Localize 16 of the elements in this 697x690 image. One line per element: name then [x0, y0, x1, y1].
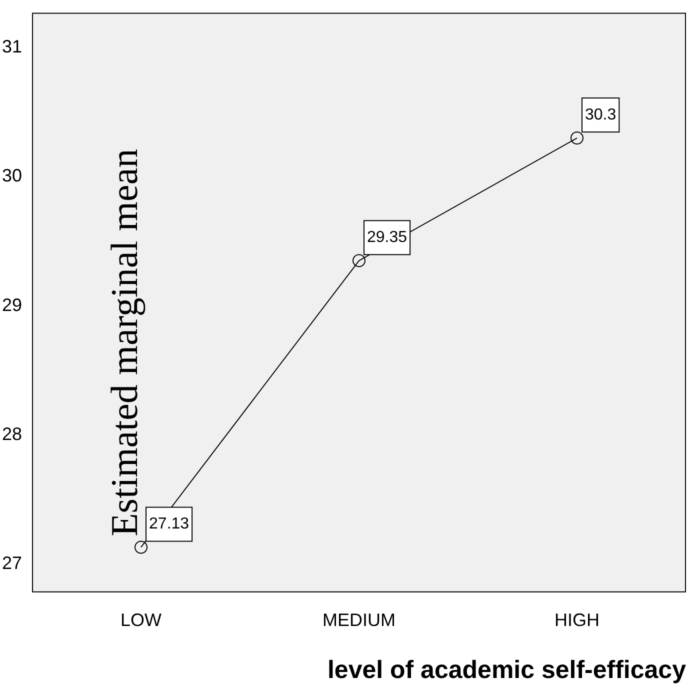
y-axis-title: Estimated marginal mean: [104, 148, 146, 536]
y-tick-label: 27: [2, 552, 22, 573]
x-axis-title: level of academic self-efficacy: [327, 656, 686, 684]
y-tick-label: 30: [2, 166, 22, 186]
y-tick-label: 28: [2, 424, 22, 444]
x-tick-label: MEDIUM: [322, 610, 396, 630]
data-label: 27.13: [149, 516, 190, 533]
data-label: 30.3: [585, 106, 616, 124]
y-tick-label: 29: [2, 294, 22, 315]
x-tick-label: HIGH: [554, 610, 600, 630]
point: [352, 254, 366, 268]
data-label: 29.35: [367, 229, 408, 246]
point: [570, 132, 584, 145]
y-tick-label: 31: [2, 36, 22, 57]
point: [134, 540, 148, 554]
x-tick-label: LOW: [120, 610, 162, 630]
